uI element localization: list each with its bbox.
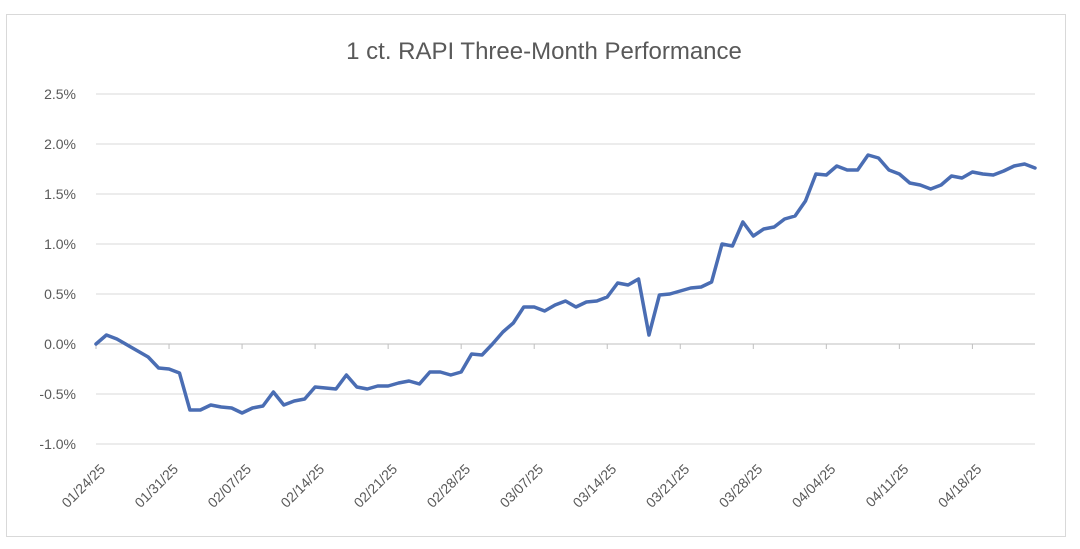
y-tick-label: -0.5%: [39, 386, 76, 402]
y-tick-label: 0.5%: [44, 286, 76, 302]
x-tick-label: 01/24/25: [58, 461, 108, 511]
chart-frame: 1 ct. RAPI Three-Month Performance 2.5% 2…: [6, 14, 1066, 537]
axes: [95, 343, 1035, 349]
x-tick-label: 03/28/25: [716, 461, 766, 511]
series-layer: [94, 153, 1037, 415]
line-chart: 1 ct. RAPI Three-Month Performance 2.5%2…: [39, 38, 1037, 511]
x-axis-tick-labels: 01/24/25 01/31/25 02/07/25 02/14/25 02/21/25…: [58, 461, 984, 511]
series-line: [94, 153, 1037, 415]
x-tick-label: 03/14/25: [570, 461, 620, 511]
x-tick-label: 04/18/25: [935, 461, 985, 511]
y-tick-label: 1.5%: [44, 186, 76, 202]
x-tick-label: 02/28/25: [423, 461, 473, 511]
x-tick-label: 02/14/25: [277, 461, 327, 511]
y-tick-label: 2.0%: [44, 136, 76, 152]
chart-title: 1 ct. RAPI Three-Month Performance: [346, 38, 742, 65]
x-tick-label: 03/07/25: [496, 461, 546, 511]
gridlines: [96, 93, 1035, 445]
y-tick-label: 0.0%: [44, 336, 76, 352]
x-tick-label: 04/11/25: [862, 461, 911, 510]
y-tick-label: 1.0%: [44, 236, 76, 252]
x-tick-label: 02/21/25: [350, 461, 400, 511]
y-axis-tick-labels: 2.5% 2.0% 1.5% 1.0% 0.5% 0.0% -0.5% -1.0%: [39, 86, 76, 452]
x-tick-label: 04/04/25: [789, 461, 839, 511]
x-tick-label: 01/31/25: [131, 461, 181, 511]
x-tick-label: 03/21/25: [643, 461, 693, 511]
y-tick-label: 2.5%: [44, 86, 76, 102]
x-tick-label: 02/07/25: [204, 461, 254, 511]
y-tick-label: -1.0%: [39, 436, 76, 452]
